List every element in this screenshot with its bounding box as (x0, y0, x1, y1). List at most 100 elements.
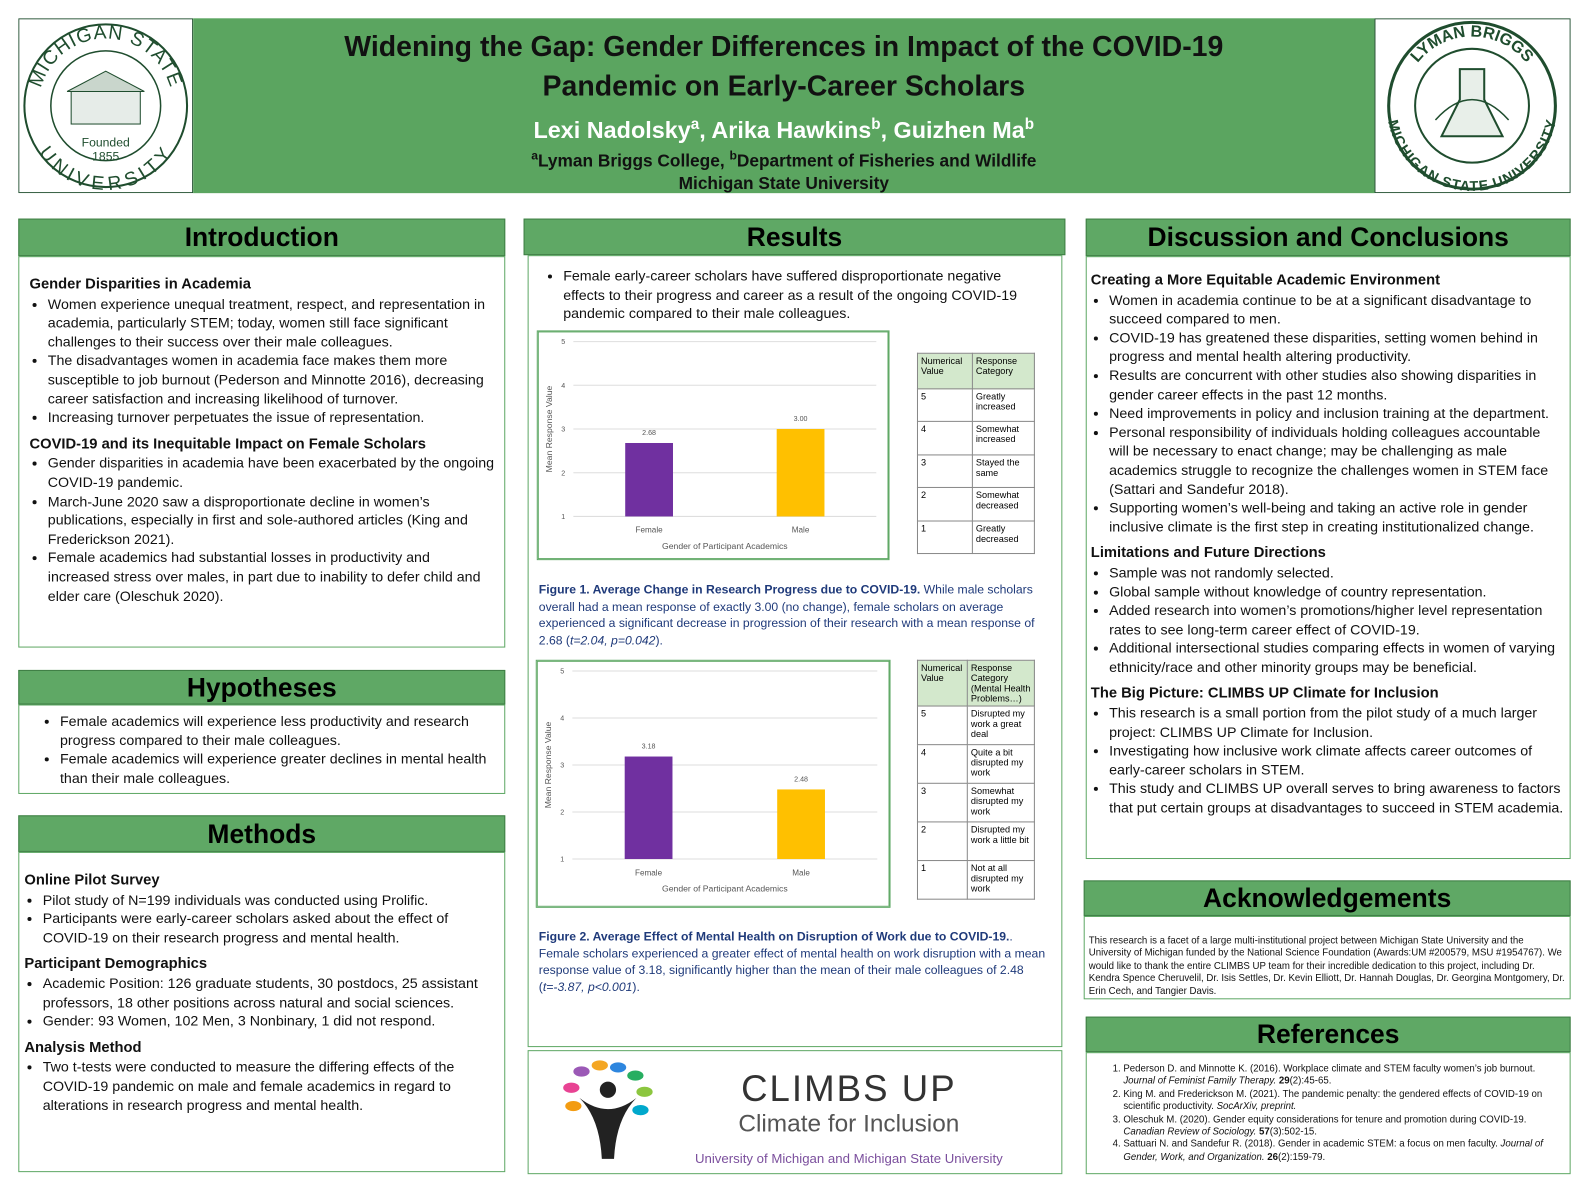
table-cell: Somewhat decreased (971, 487, 1035, 522)
author-mark: b (1024, 115, 1035, 134)
text-run: (2):45-65. (1289, 1075, 1332, 1088)
subheading: COVID-19 and its Inequitable Impact on F… (29, 435, 426, 453)
value-label: 3.00 (794, 415, 808, 423)
banner-affiliation: University of Michigan and Michigan Stat… (694, 1150, 1003, 1167)
text-run: Pederson D. and Minnotte K. (2016). Work… (1123, 1063, 1536, 1075)
bullet: Personal responsibility of individuals h… (1109, 423, 1563, 499)
bullet: Female academics will experience less pr… (60, 712, 494, 750)
table-cell: 4 (916, 421, 973, 456)
bullet-list: Academic Position: 126 graduate students… (24, 974, 494, 1031)
table-cell: Stayed the same (971, 454, 1035, 489)
table-header-cell: Response Category (971, 352, 1035, 390)
text-run: While male scholars overall had a mean r… (538, 582, 1035, 648)
ring (50, 50, 162, 162)
y-tick-label: 4 (561, 382, 565, 390)
x-tick-label: Female (636, 526, 664, 535)
table-header-cell: Numerical Value (916, 352, 973, 390)
subheading: Participant Demographics (24, 955, 208, 973)
reference-list: Pederson D. and Minnotte K. (2016). Work… (1095, 1063, 1562, 1164)
climbs-banner: CLIMBS UP Climate for Inclusion Universi… (527, 1050, 1063, 1175)
table-cell: Disrupted my work a little bit (966, 821, 1035, 862)
table-header-row: Numerical Value Response Category (Mental… (916, 659, 1035, 707)
section-heading: Hypotheses (18, 669, 506, 705)
author-mark: b (871, 115, 881, 134)
author-separator: , (699, 116, 712, 143)
text-run: SocArXiv, preprint. (1216, 1101, 1297, 1113)
text-run: ). (632, 979, 640, 994)
section-body: Online Pilot SurveyPilot study of N=199 … (18, 851, 506, 1173)
section-body: Female academics will experience less pr… (18, 704, 506, 794)
table-row: 3 Somewhat disrupted my work (916, 782, 1035, 823)
msu-logo: MICHIGAN STATE UNIVERSITY Founded 1855 (18, 18, 194, 193)
x-tick-label: Female (635, 868, 663, 877)
reference: Oleschuk M. (2020). Gender equity consid… (1123, 1114, 1561, 1139)
bullet: Women in academia continue to be at a si… (1109, 290, 1563, 328)
subheading: Analysis Method (24, 1039, 142, 1056)
y-tick-label: 3 (561, 426, 565, 434)
table-row: 5 Disrupted my work a great deal (916, 705, 1035, 746)
x-axis-label: Gender of Participant Academics (662, 541, 788, 551)
text-run: Journal of Gender, Work, and Organizatio… (1123, 1139, 1543, 1163)
section-body: Pederson D. and Minnotte K. (2016). Work… (1085, 1052, 1571, 1175)
table-cell: 1 (916, 860, 968, 900)
bullet: COVID-19 has greatened these disparities… (1109, 328, 1563, 366)
bullet: Global sample without knowledge of count… (1109, 582, 1563, 601)
response-table: Numerical Value Response Category (Mental… (916, 659, 1035, 900)
value-label: 2.68 (642, 429, 656, 437)
x-axis-label: Gender of Participant Academics (662, 884, 788, 894)
section-body: Creating a More Equitable Academic Envir… (1085, 256, 1571, 860)
bullet-list: Female academics will experience less pr… (42, 712, 494, 788)
chart-frame (536, 660, 890, 907)
section-heading: Acknowledgements (1083, 880, 1571, 916)
bullet: This research is a small portion from th… (1109, 704, 1563, 742)
bullet: Female early-career scholars have suffer… (563, 266, 1025, 323)
bar (776, 429, 825, 517)
figure-1-caption: Figure 1. Average Change in Research Pro… (539, 581, 1052, 648)
table-row: 3 Stayed the same (916, 454, 1035, 489)
table-cell: 4 (916, 744, 968, 784)
y-tick-label: 4 (560, 715, 564, 723)
bullet-list: Sample was not randomly selected.Global … (1091, 563, 1564, 676)
table-row: 4 Quite a bit disrupted my work (916, 744, 1035, 784)
bullet: Results are concurrent with other studie… (1109, 366, 1563, 404)
title: Widening the Gap: Gender Differences in … (193, 26, 1374, 105)
x-tick-label: Male (792, 526, 810, 535)
subheading: Creating a More Equitable Academic Envir… (1090, 272, 1441, 289)
bullet: The disadvantages women in academia face… (48, 351, 494, 408)
table-cell: 1 (916, 520, 973, 555)
bullet: Gender: 93 Women, 102 Men, 3 Nonbinary, … (43, 1012, 494, 1031)
bullet: Female academics will experience greater… (60, 749, 494, 787)
bullet: Women experience unequal treatment, resp… (48, 294, 494, 351)
bullet-list: Two t-tests were conducted to measure th… (24, 1058, 494, 1115)
bullet: Sample was not randomly selected. (1109, 563, 1563, 582)
ring (1414, 47, 1530, 164)
subheading: The Big Picture: CLIMBS UP Climate for I… (1090, 685, 1439, 702)
table-row: 2 Somewhat decreased (916, 487, 1035, 522)
subheading: Gender Disparities in Academia (29, 276, 251, 293)
bullet: Gender disparities in academia have been… (48, 454, 494, 492)
text-run: Canadian Review of Sociology. (1123, 1126, 1259, 1138)
text-run: 57 (1258, 1126, 1270, 1138)
building (70, 88, 141, 125)
text-run: t=2.04, p=0.042 (569, 632, 656, 648)
section-heading: References (1085, 1016, 1571, 1053)
text-run: 26 (1267, 1151, 1278, 1163)
text-run: t=-3.87, p<0.001 (542, 979, 633, 994)
leaf (591, 1060, 608, 1071)
table-row: 2 Disrupted my work a little bit (916, 821, 1035, 862)
section-heading: Results (523, 218, 1066, 256)
response-table: Numerical Value Response Category 5 Greatly… (916, 352, 1035, 555)
tree-icon (563, 1060, 653, 1159)
figure-2-table: Numerical Value Response Category (Mental… (916, 659, 1035, 900)
bullet: Female academics had substantial losses … (48, 548, 494, 605)
bullet-list: Women in academia continue to be at a si… (1091, 290, 1564, 536)
table-cell: Not at all disrupted my work (966, 860, 1035, 900)
y-tick-label: 1 (560, 856, 564, 864)
affiliation-mark: a (531, 148, 539, 163)
subheading: Online Pilot Survey (24, 872, 160, 889)
table-row: 1 Greatly decreased (916, 520, 1035, 555)
affiliation: Department of Fisheries and Wildlife (736, 151, 1037, 171)
header-band: Widening the Gap: Gender Differences in … (193, 18, 1375, 194)
text-run: (3):502-15. (1269, 1126, 1318, 1138)
table-cell: Somewhat increased (971, 421, 1035, 456)
